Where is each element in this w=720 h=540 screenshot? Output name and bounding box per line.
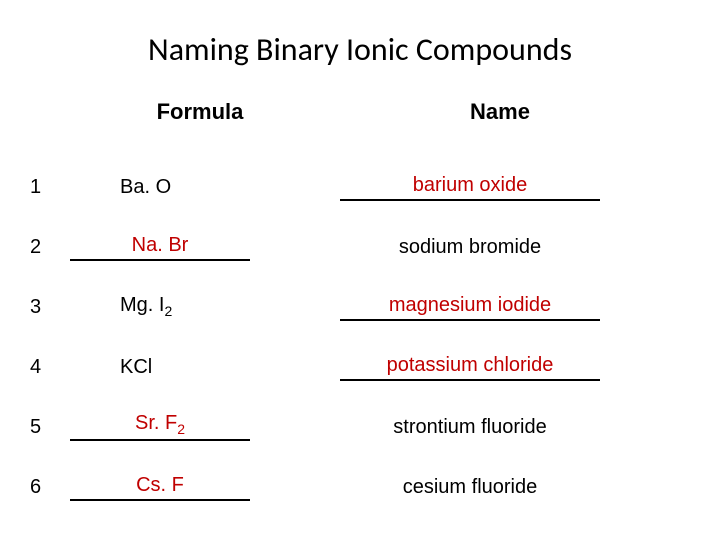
formula-cell: Sr. F2 <box>70 405 330 445</box>
rows-container: 1Ba. Obarium oxide2Na. Brsodium bromide3… <box>30 145 690 505</box>
formula-underline <box>70 499 250 501</box>
row-number: 1 <box>30 176 70 205</box>
header-spacer <box>30 99 70 125</box>
name-cell: barium oxide <box>330 165 670 205</box>
row-number: 5 <box>30 416 70 445</box>
name-underline <box>340 319 600 321</box>
table-row: 3 Mg. I2 magnesium iodide <box>30 265 690 325</box>
table-row: 4 KCl potassium chloride <box>30 325 690 385</box>
name-answer: magnesium iodide <box>340 294 600 317</box>
formula-answer: Cs. F <box>70 474 250 497</box>
name-given: cesium fluoride <box>340 476 600 499</box>
formula-underline <box>70 439 250 441</box>
table-row: 1 Ba. O barium oxide <box>30 145 690 205</box>
row-number: 3 <box>30 296 70 325</box>
formula-subscript: 2 <box>164 303 172 319</box>
name-cell: strontium fluoride <box>330 405 670 445</box>
name-answer: potassium chloride <box>340 354 600 377</box>
formula-underline <box>70 259 250 261</box>
name-given: strontium fluoride <box>340 416 600 439</box>
name-cell: sodium bromide <box>330 225 670 265</box>
table-row: 2Na. Br sodium bromide <box>30 205 690 265</box>
formula-cell: Mg. I2 <box>70 285 330 325</box>
header-formula: Formula <box>70 99 330 125</box>
formula-given: KCl <box>120 356 152 379</box>
row-number: 4 <box>30 356 70 385</box>
formula-given: Mg. I2 <box>120 294 172 319</box>
formula-answer: Na. Br <box>70 234 250 257</box>
formula-cell: Cs. F <box>70 465 330 505</box>
formula-subscript: 2 <box>177 421 185 437</box>
formula-cell: Ba. O <box>70 165 330 205</box>
page-title: Naming Binary Ionic Compounds <box>30 30 690 69</box>
row-number: 2 <box>30 236 70 265</box>
name-cell: magnesium iodide <box>330 285 670 325</box>
row-number: 6 <box>30 476 70 505</box>
name-cell: potassium chloride <box>330 345 670 385</box>
table-row: 6Cs. F cesium fluoride <box>30 445 690 505</box>
name-cell: cesium fluoride <box>330 465 670 505</box>
table-row: 5Sr. F2 strontium fluoride <box>30 385 690 445</box>
name-underline <box>340 199 600 201</box>
name-underline <box>340 379 600 381</box>
formula-cell: KCl <box>70 345 330 385</box>
formula-answer: Sr. F2 <box>70 412 250 437</box>
name-given: sodium bromide <box>340 236 600 259</box>
header-name: Name <box>330 99 670 125</box>
formula-cell: Na. Br <box>70 225 330 265</box>
formula-given: Ba. O <box>120 176 171 199</box>
name-answer: barium oxide <box>340 174 600 197</box>
column-headers: Formula Name <box>30 99 690 125</box>
